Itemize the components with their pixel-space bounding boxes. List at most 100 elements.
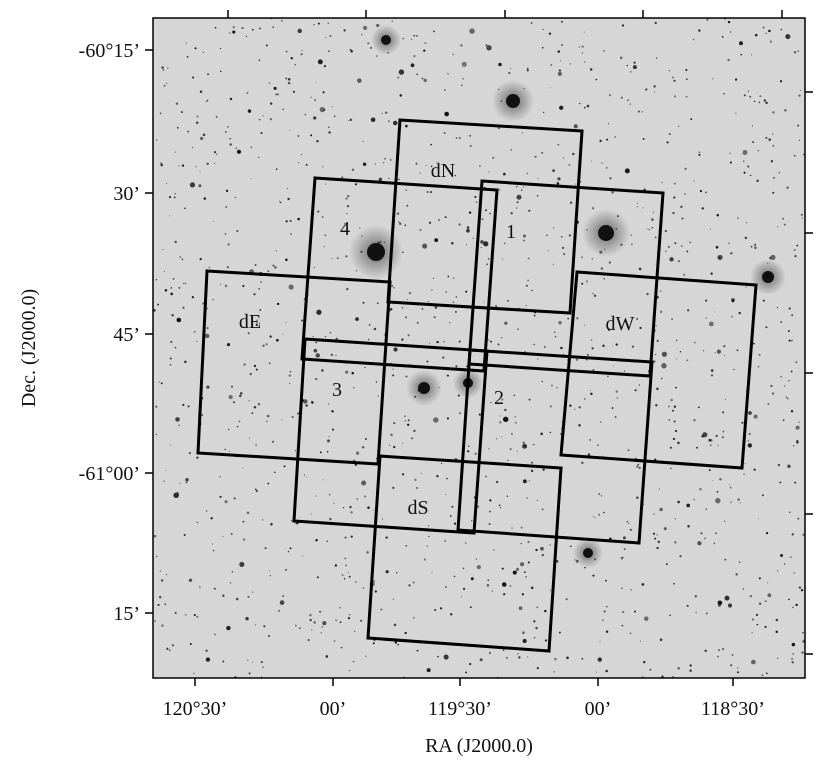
star [698, 29, 701, 32]
star [652, 532, 656, 535]
star [672, 676, 674, 678]
star [642, 137, 645, 140]
star [376, 302, 379, 304]
star [214, 151, 216, 154]
star [326, 439, 330, 443]
star [621, 624, 624, 627]
star [561, 246, 565, 249]
star [484, 209, 488, 212]
star [222, 594, 225, 597]
star [557, 50, 560, 53]
star [459, 412, 461, 414]
star [514, 416, 516, 418]
star [276, 302, 280, 306]
star [437, 655, 439, 658]
star [482, 301, 485, 303]
field-label: dN [431, 160, 455, 182]
star [737, 498, 740, 501]
star [277, 93, 280, 96]
star [772, 133, 774, 135]
star [534, 155, 537, 158]
star [246, 511, 250, 514]
star [262, 519, 264, 521]
field-label: 3 [332, 379, 342, 401]
star [184, 360, 187, 364]
star [527, 561, 530, 564]
star [268, 362, 271, 365]
star [637, 463, 640, 466]
star [335, 619, 338, 622]
star [586, 104, 590, 108]
star [700, 532, 703, 535]
star [603, 49, 606, 52]
star [245, 35, 248, 38]
star [344, 557, 347, 560]
star [730, 252, 733, 255]
star [376, 55, 378, 57]
star [708, 321, 714, 327]
star [469, 134, 472, 137]
star [229, 582, 232, 584]
star [785, 34, 791, 40]
star [595, 671, 597, 673]
star [752, 342, 755, 345]
star [780, 375, 782, 378]
star [560, 433, 562, 435]
star [258, 59, 261, 62]
star [557, 71, 562, 76]
star [649, 668, 652, 671]
star [627, 99, 629, 102]
star [349, 669, 351, 672]
star [661, 675, 664, 678]
star [381, 113, 383, 115]
star [554, 331, 556, 333]
star [451, 242, 454, 245]
star [372, 642, 375, 645]
star [397, 643, 399, 646]
star [165, 573, 167, 576]
star [232, 401, 236, 404]
star [290, 233, 292, 235]
star [788, 339, 791, 342]
star [253, 406, 257, 409]
star [230, 532, 233, 535]
star [560, 346, 563, 350]
star [743, 94, 746, 97]
star [389, 307, 393, 311]
star [520, 526, 523, 529]
star [350, 535, 353, 538]
star [598, 493, 601, 496]
star [653, 360, 656, 363]
star [192, 76, 195, 79]
star [642, 207, 644, 209]
star [693, 180, 695, 182]
star [558, 69, 562, 72]
star [301, 50, 303, 52]
star [605, 669, 608, 673]
star [595, 78, 598, 81]
star [298, 627, 301, 630]
star [687, 309, 690, 312]
star [620, 96, 623, 99]
star [272, 26, 274, 28]
star [369, 46, 373, 49]
star [716, 213, 720, 217]
star [392, 120, 398, 126]
star [408, 584, 411, 587]
star [728, 484, 731, 486]
star [770, 384, 773, 388]
star [568, 164, 571, 166]
star [528, 480, 530, 482]
star [392, 374, 395, 377]
star [767, 582, 769, 584]
star [554, 335, 557, 338]
star [686, 250, 689, 253]
star [542, 28, 544, 30]
star [722, 430, 725, 433]
star [612, 345, 614, 347]
star [416, 35, 418, 37]
star [607, 122, 610, 125]
star [581, 256, 584, 259]
star [367, 338, 370, 341]
star [678, 125, 680, 127]
